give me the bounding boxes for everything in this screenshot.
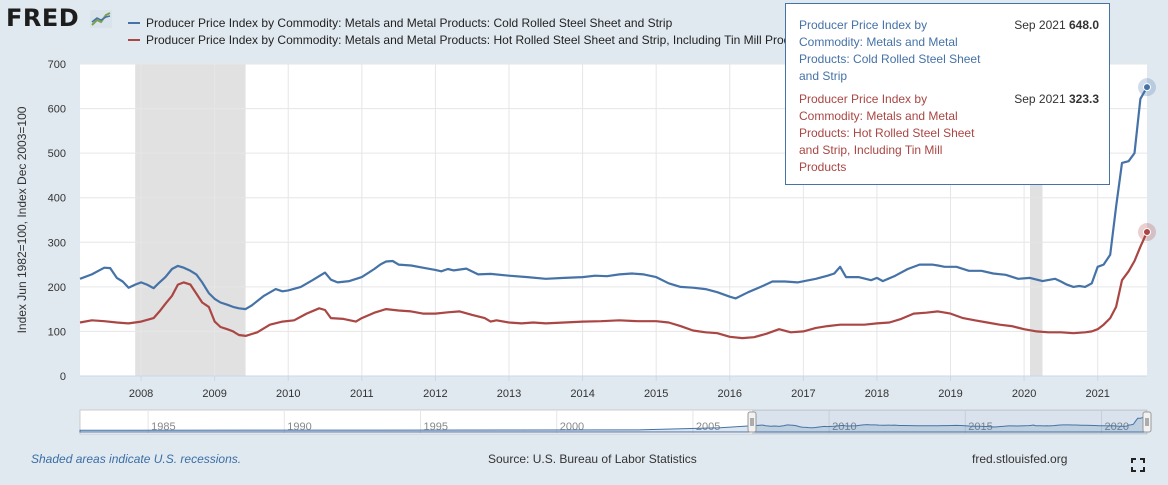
x-tick-label: 2020: [1012, 388, 1036, 400]
legend-item-cold-rolled[interactable]: Producer Price Index by Commodity: Metal…: [128, 14, 812, 31]
x-tick-label: 2017: [791, 388, 815, 400]
recession-note: Shaded areas indicate U.S. recessions.: [31, 452, 242, 466]
navigator-tick-label: 2015: [968, 421, 992, 433]
recession-band: [135, 64, 246, 376]
y-tick-label: 600: [48, 104, 66, 116]
tooltip-series-name: Producer Price Index by Commodity: Metal…: [799, 92, 975, 174]
y-axis-label: Index Jun 1982=100, Index Dec 2003=100: [15, 106, 29, 333]
tooltip-number: 323.3: [1068, 92, 1099, 106]
x-tick-label: 2013: [497, 388, 521, 400]
legend-item-hot-rolled[interactable]: Producer Price Index by Commodity: Metal…: [128, 31, 812, 48]
x-tick-label: 2015: [644, 388, 668, 400]
tooltip-date: Sep 2021: [1014, 92, 1066, 106]
site-link[interactable]: fred.stlouisfed.org: [972, 452, 1068, 466]
y-tick-label: 200: [48, 282, 66, 294]
y-tick-label: 0: [60, 371, 66, 383]
y-tick-label: 100: [48, 326, 66, 338]
y-tick-label: 300: [48, 237, 66, 249]
tooltip-series-name: Producer Price Index by Commodity: Metal…: [799, 18, 981, 83]
hover-point: [1143, 83, 1151, 92]
legend-swatch: [128, 21, 140, 24]
x-tick-label: 2011: [350, 388, 374, 400]
x-tick-label: 2018: [865, 388, 889, 400]
tooltip-item-cold-rolled: Producer Price Index by Commodity: Metal…: [799, 17, 1099, 85]
chart-tooltip: Producer Price Index by Commodity: Metal…: [785, 3, 1110, 185]
navigator-tick-label: 2005: [696, 421, 720, 433]
series-line-0: [79, 86, 1148, 311]
x-tick-label: 2008: [129, 388, 153, 400]
y-tick-label: 500: [48, 148, 66, 160]
x-tick-label: 2016: [718, 388, 742, 400]
series-line-1: [79, 231, 1149, 340]
tooltip-number: 648.0: [1068, 18, 1099, 32]
x-tick-label: 2014: [570, 388, 594, 400]
legend-label: Producer Price Index by Commodity: Metal…: [146, 32, 813, 47]
navigator-series: [79, 412, 1148, 433]
x-tick-label: 2021: [1085, 388, 1109, 400]
x-tick-label: 2010: [276, 388, 300, 400]
legend-label: Producer Price Index by Commodity: Metal…: [146, 15, 673, 30]
hover-point: [1143, 228, 1151, 237]
tooltip-value: Sep 2021 323.3: [1014, 91, 1099, 108]
x-tick-label: 2012: [423, 388, 447, 400]
x-tick-label: 2009: [202, 388, 226, 400]
y-tick-label: 400: [48, 193, 66, 205]
chart-legend: Producer Price Index by Commodity: Metal…: [128, 14, 812, 48]
navigator-handle[interactable]: [1142, 411, 1152, 433]
tooltip-value: Sep 2021 648.0: [1014, 17, 1099, 34]
tooltip-date: Sep 2021: [1014, 18, 1066, 32]
navigator-tick-label: 2020: [1105, 421, 1129, 433]
navigator-selection: [752, 410, 1147, 434]
navigator-tick-label: 2010: [832, 421, 856, 433]
tooltip-item-hot-rolled: Producer Price Index by Commodity: Metal…: [799, 91, 1099, 176]
legend-swatch: [128, 38, 140, 41]
fred-chart-icon: [90, 10, 112, 28]
fred-logo[interactable]: FRED: [6, 4, 80, 32]
source-text: Source: U.S. Bureau of Labor Statistics: [488, 452, 697, 466]
x-tick-label: 2019: [938, 388, 962, 400]
y-tick-label: 700: [48, 59, 66, 71]
navigator-handle[interactable]: [747, 411, 757, 433]
fullscreen-icon[interactable]: [1131, 458, 1145, 472]
